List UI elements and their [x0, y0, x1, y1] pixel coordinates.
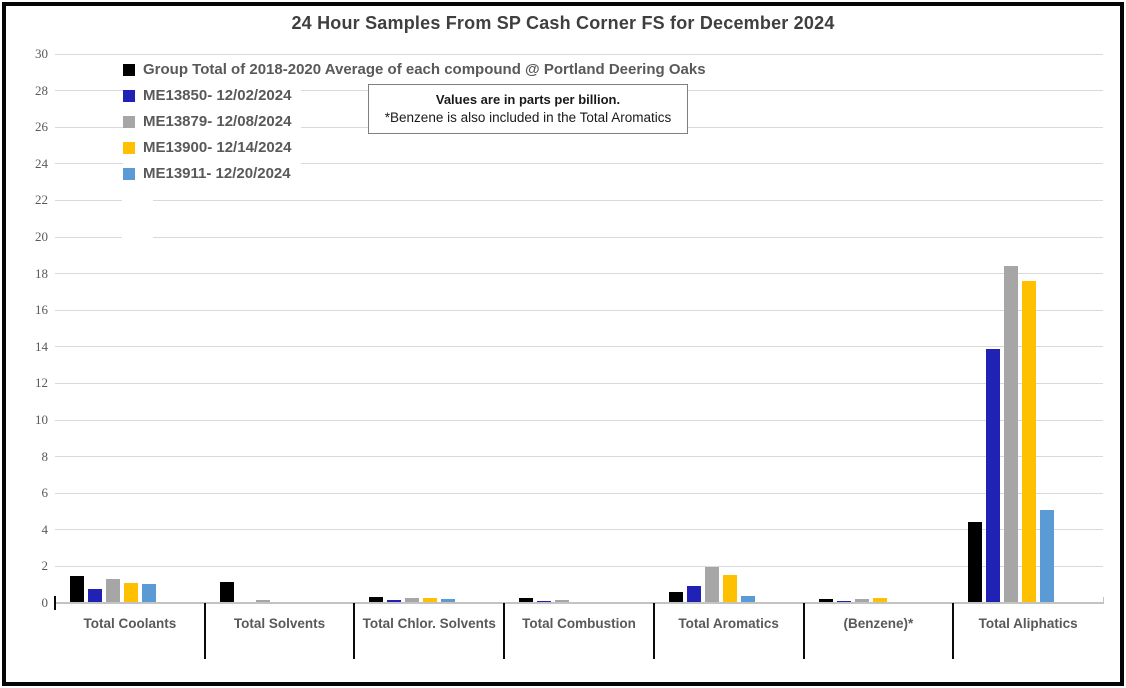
axis-right-cap	[1103, 597, 1104, 604]
category-divider	[802, 603, 805, 659]
annotation-box: Values are in parts per billion. *Benzen…	[368, 84, 688, 134]
y-axis-tick-label: 2	[41, 558, 49, 574]
x-axis-category-label: Total Aliphatics	[978, 616, 1078, 631]
bar	[1040, 509, 1055, 603]
bar	[255, 600, 270, 603]
x-axis-category-label: (Benzene)*	[843, 616, 914, 631]
legend-item-label: ME13879- 12/08/2024	[143, 113, 292, 130]
legend-item: ME13900- 12/14/2024	[123, 137, 302, 158]
gridline	[55, 456, 1103, 458]
y-axis-tick-label: 26	[35, 119, 48, 135]
annotation-line-1: Values are in parts per billion.	[435, 92, 621, 107]
y-axis-tick-label: 0	[41, 595, 49, 610]
y-axis-tick-label: 12	[35, 375, 48, 391]
gridline	[55, 565, 1103, 567]
category-divider	[652, 603, 655, 659]
x-axis-category-label: Total Combustion	[522, 616, 636, 631]
y-axis-tick-label: 14	[35, 338, 48, 354]
legend-item-label: ME13900- 12/14/2024	[143, 139, 292, 156]
category-divider	[203, 603, 206, 659]
legend-item: ME13911- 12/20/2024	[123, 163, 301, 184]
bar	[142, 583, 156, 603]
bar	[686, 585, 701, 603]
bar	[722, 574, 737, 603]
y-axis-tick-label: 22	[35, 192, 48, 208]
category-divider	[353, 603, 356, 659]
bar	[124, 582, 138, 603]
legend-item: ME13879- 12/08/2024	[123, 111, 302, 132]
x-axis-category-label: Total Chlor. Solvents	[362, 616, 496, 631]
legend-item: Group Total of 2018-2020 Average of each…	[123, 59, 716, 80]
axis-left-tick	[54, 596, 56, 610]
legend-item-label: ME13850- 12/02/2024	[143, 87, 292, 104]
bar	[88, 589, 102, 603]
gridline	[55, 273, 1103, 275]
gridline	[55, 346, 1103, 348]
gridline	[55, 492, 1103, 494]
x-axis-line	[55, 602, 1104, 604]
y-axis-tick-label: 30	[35, 46, 48, 61]
gridline	[55, 419, 1103, 421]
legend-swatch-icon	[123, 63, 135, 76]
gridline	[55, 236, 1103, 238]
legend-swatch-icon	[123, 141, 135, 154]
gridline	[55, 163, 1103, 165]
legend-item-label: ME13911- 12/20/2024	[143, 165, 291, 182]
bar	[1004, 266, 1019, 603]
bar	[1022, 280, 1037, 603]
bar	[387, 599, 402, 603]
bar	[423, 598, 438, 603]
gridline	[55, 529, 1103, 531]
bar	[70, 575, 84, 603]
bar	[872, 598, 887, 603]
x-axis-category-label: Total Solvents	[233, 616, 326, 631]
bar	[836, 600, 851, 603]
chart-title: 24 Hour Samples From SP Cash Corner FS f…	[291, 13, 835, 33]
x-axis-category-label: Total Aromatics	[678, 616, 779, 631]
bar	[106, 579, 120, 603]
bar	[854, 598, 869, 603]
annotation-line-2: *Benzene is also included in the Total A…	[384, 110, 672, 125]
gridline	[55, 382, 1103, 384]
legend-item-label: Group Total of 2018-2020 Average of each…	[143, 61, 706, 78]
y-axis-tick-label: 28	[35, 82, 48, 98]
y-axis-tick-label: 24	[35, 155, 48, 171]
bar	[986, 348, 1001, 603]
gridline	[55, 309, 1103, 311]
bar	[704, 567, 719, 603]
category-divider	[952, 603, 955, 659]
y-axis-tick-label: 18	[35, 265, 48, 281]
bar	[369, 596, 384, 603]
legend-swatch-icon	[123, 115, 135, 128]
y-axis-tick-label: 16	[35, 302, 48, 318]
legend-swatch-icon	[123, 167, 135, 180]
empty-textbox	[122, 188, 153, 242]
bar	[405, 598, 420, 603]
legend-swatch-icon	[123, 89, 135, 102]
y-axis-tick-label: 8	[41, 448, 49, 464]
category-divider	[503, 603, 506, 659]
bar	[519, 598, 534, 603]
y-axis-tick-label: 4	[41, 521, 49, 537]
bar	[740, 595, 755, 603]
gridline	[55, 199, 1103, 201]
x-axis-category-label: Total Coolants	[83, 616, 177, 631]
legend-item: ME13850- 12/02/2024	[123, 85, 302, 106]
y-axis-tick-label: 20	[35, 229, 48, 244]
bar	[555, 600, 570, 603]
bar	[219, 581, 234, 603]
bar	[668, 592, 683, 603]
bar	[968, 521, 983, 603]
bar	[441, 599, 456, 603]
y-axis-tick-label: 6	[41, 485, 49, 501]
bar	[818, 599, 833, 603]
gridline	[55, 53, 1103, 55]
y-axis-tick-label: 10	[35, 412, 48, 427]
